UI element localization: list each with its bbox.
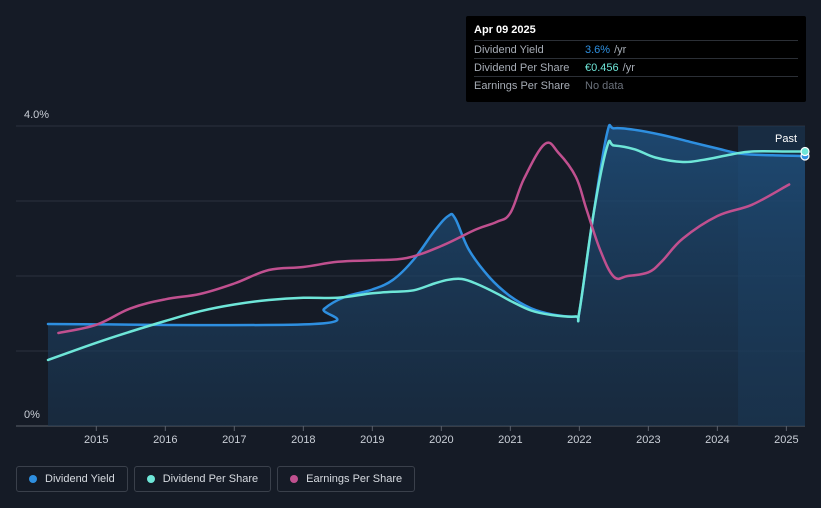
legend: Dividend Yield Dividend Per Share Earnin… [16, 466, 416, 492]
x-tick-label: 2025 [774, 434, 798, 446]
legend-item-dividend-per-share[interactable]: Dividend Per Share [133, 466, 272, 492]
tooltip-value: No data [585, 79, 624, 92]
legend-item-dividend-yield[interactable]: Dividend Yield [16, 466, 128, 492]
tooltip-unit: /yr [614, 43, 627, 56]
x-tick-label: 2018 [291, 434, 315, 446]
x-tick-label: 2020 [429, 434, 453, 446]
y-axis-top-label: 4.0% [24, 109, 49, 121]
x-tick-label: 2023 [636, 434, 660, 446]
legend-item-earnings-per-share[interactable]: Earnings Per Share [277, 466, 416, 492]
tooltip-label: Earnings Per Share [474, 79, 570, 92]
tooltip-label: Dividend Yield [474, 43, 544, 56]
x-tick-label: 2015 [84, 434, 108, 446]
legend-label: Dividend Per Share [162, 473, 259, 485]
legend-label: Earnings Per Share [306, 473, 403, 485]
end-markers [800, 146, 810, 161]
past-label: Past [775, 133, 797, 145]
x-tick-label: 2022 [567, 434, 591, 446]
legend-dot-icon [146, 475, 155, 483]
tooltip-panel: Apr 09 2025 Dividend Yield 3.6% /yr Divi… [466, 16, 806, 102]
x-tick-label: 2024 [705, 434, 729, 446]
x-tick-label: 2021 [498, 434, 522, 446]
legend-label: Dividend Yield [45, 473, 115, 485]
tooltip-row-earnings-per-share: Earnings Per Share No data [474, 76, 798, 94]
earnings-per-share-line [57, 141, 791, 335]
x-axis-ticks: 2015 2016 2017 2018 2019 2020 2021 2022 2023 2024… [84, 426, 799, 446]
tooltip-date: Apr 09 2025 [474, 24, 536, 36]
x-tick-label: 2017 [222, 434, 246, 446]
tooltip-value: 3.6% [585, 43, 611, 56]
dividend-yield-area [48, 125, 805, 427]
dividend-yield-fill [48, 125, 805, 427]
tooltip-value: €0.456 [585, 61, 619, 74]
y-axis-bottom-label: 0% [24, 409, 40, 421]
dividend-per-share-end-marker [800, 146, 810, 157]
x-tick-label: 2019 [360, 434, 384, 446]
x-tick-label: 2016 [153, 434, 177, 446]
legend-dot-icon [29, 475, 37, 483]
tooltip-row-dividend-per-share: Dividend Per Share €0.456 /yr [474, 58, 798, 76]
dividend-per-share-line [46, 139, 807, 362]
tooltip-unit: /yr [622, 61, 635, 74]
chart-area: 4.0% 0% Past 2015 2016 2017 2018 2019 2020 202… [16, 109, 810, 446]
series-lines [46, 123, 807, 362]
tooltip-row-dividend-yield: Dividend Yield 3.6% /yr [474, 40, 798, 58]
dividend-yield-line [46, 123, 807, 327]
legend-dot-icon [290, 475, 299, 483]
tooltip-label: Dividend Per Share [474, 61, 570, 74]
